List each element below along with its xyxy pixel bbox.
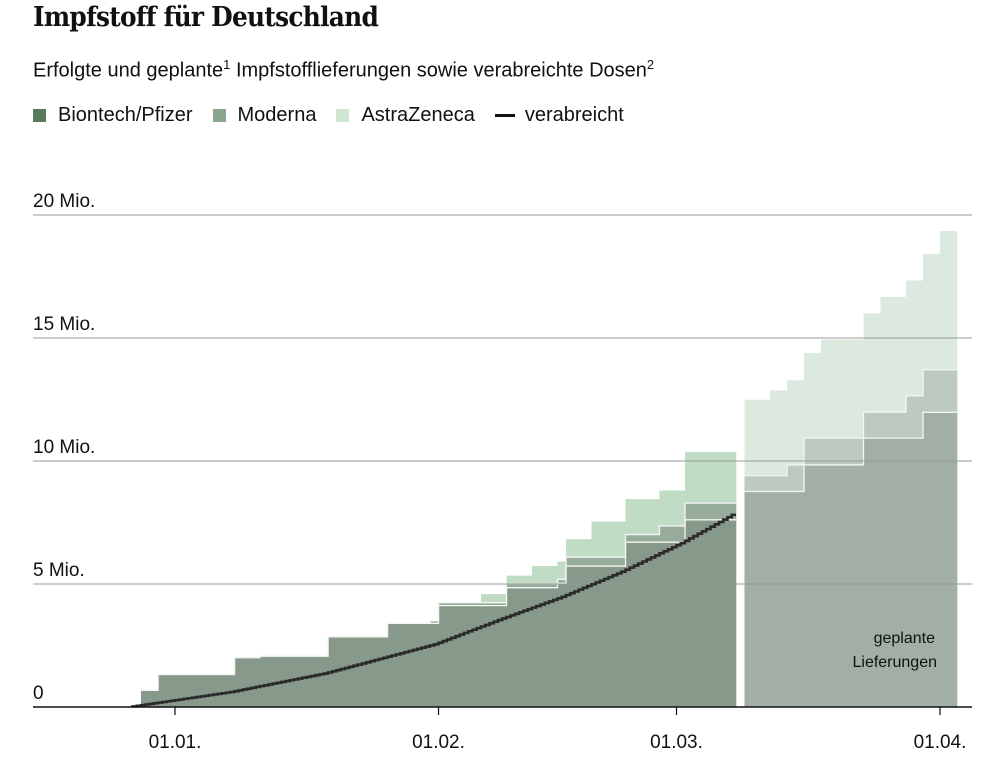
planned-biontech-step (770, 491, 788, 707)
delivered-biontech-step (506, 587, 533, 707)
planned-moderna-step (787, 464, 805, 492)
administered-line (131, 513, 736, 708)
gridlines: 0 5 Mio. 10 Mio. 15 Mio. 20 Mio. (33, 191, 972, 704)
delivered-moderna-step (566, 557, 592, 567)
subtitle-part-2: Impfstofflieferungen sowie verabreichte … (230, 59, 647, 82)
y-tick-label: 0 (33, 683, 44, 704)
planned-biontech-boundary (744, 411, 957, 493)
legend-swatch-astrazeneca (336, 109, 350, 122)
delivered-moderna-step (438, 602, 482, 606)
delivered-moderna-step (685, 503, 737, 520)
delivered-astrazeneca-step (532, 566, 558, 584)
delivered-astrazeneca-step (481, 594, 507, 603)
delivered-biontech-step (430, 623, 439, 707)
planned-moderna-step (744, 475, 771, 492)
delivered-biontech-step (659, 542, 686, 707)
x-tick-label: 01.03. (650, 732, 703, 753)
planned-astrazeneca-step (923, 253, 941, 370)
planned-biontech-step (880, 438, 907, 707)
footnote-1: 1 (223, 57, 231, 72)
planned-astrazeneca-step (804, 353, 822, 439)
legend-line-administered (494, 114, 515, 117)
legend-item-moderna: Moderna (212, 104, 317, 127)
legend-item-administered: verabreicht (494, 104, 624, 127)
delivered-astrazeneca-step (566, 539, 592, 558)
planned-astrazeneca-step (821, 339, 864, 439)
delivered-biontech-step (625, 542, 660, 707)
delivered-moderna-boundary (141, 502, 736, 691)
chart-subtitle: Erfolgte und geplante1 Impfstofflieferun… (33, 57, 654, 83)
delivered-moderna-step (659, 525, 686, 543)
x-tick-label: 01.01. (149, 732, 202, 753)
x-tick-label: 01.04. (914, 732, 967, 753)
planned-astrazeneca-step (787, 380, 805, 465)
planned-biontech-step (787, 491, 805, 707)
legend-label: AstraZeneca (361, 104, 475, 126)
delivered-biontech-step (438, 605, 482, 707)
delivered-moderna-step (591, 557, 626, 567)
subtitle-part-1: Erfolgte und geplante (33, 59, 224, 82)
delivered-moderna-step (430, 620, 439, 624)
x-tick-label: 01.02. (412, 732, 465, 753)
stacked-areas (141, 230, 958, 707)
planned-moderna-step (821, 438, 864, 465)
legend-item-biontech: Biontech/Pfizer (33, 104, 193, 127)
delivered-biontech-step (685, 519, 737, 707)
planned-moderna-step (804, 438, 822, 465)
legend-item-astrazeneca: AstraZeneca (336, 104, 475, 127)
planned-moderna-boundary (744, 369, 957, 477)
planned-biontech-step (744, 491, 771, 707)
delivered-moderna-step (625, 534, 660, 543)
legend-swatch-moderna (212, 109, 226, 122)
delivered-moderna-step (532, 584, 558, 588)
delivered-astrazeneca-step (591, 521, 626, 558)
delivered-moderna-step (557, 579, 567, 584)
planned-biontech-step (923, 412, 941, 707)
delivered-astrazeneca-step (659, 490, 686, 526)
planned-moderna-step (770, 475, 788, 492)
delivered-astrazeneca-step (625, 499, 660, 535)
planned-astrazeneca-step (880, 296, 907, 413)
legend: Biontech/Pfizer Moderna AstraZeneca vera… (33, 104, 644, 127)
planned-moderna-step (863, 412, 881, 439)
footnote-2: 2 (646, 57, 655, 72)
planned-label-line2: Lieferungen (852, 654, 937, 671)
chart-title: Impfstoff für Deutschland (33, 2, 379, 33)
delivered-moderna-step (506, 584, 533, 588)
delivered-biontech-step (387, 623, 431, 707)
planned-biontech-step (821, 464, 864, 707)
planned-astrazeneca-step (863, 313, 881, 413)
delivered-biontech-step (328, 636, 388, 707)
planned-astrazeneca-step (744, 399, 771, 476)
planned-astrazeneca-step (770, 390, 788, 476)
planned-moderna-step (923, 369, 941, 413)
axes: 01.01. 01.02. 01.03. 01.04. (33, 706, 972, 753)
planned-moderna-step (940, 369, 958, 413)
delivered-biontech-step (234, 657, 261, 707)
legend-label: Biontech/Pfizer (58, 104, 193, 126)
y-tick-label: 10 Mio. (33, 437, 95, 458)
legend-label: Moderna (237, 104, 317, 126)
planned-label-line1: geplante (874, 630, 935, 647)
delivered-biontech-step (557, 583, 567, 707)
delivered-astrazeneca-step (506, 575, 533, 584)
y-tick-label: 20 Mio. (33, 191, 95, 212)
y-tick-label: 15 Mio. (33, 314, 95, 335)
planned-moderna-step (880, 412, 907, 439)
planned-moderna-step (906, 395, 924, 439)
planned-biontech-step (906, 438, 924, 707)
planned-biontech-step (940, 412, 958, 707)
delivered-astrazeneca-step (557, 561, 567, 580)
planned-astrazeneca-step (940, 230, 958, 370)
delivered-moderna-step (481, 602, 507, 606)
y-tick-label: 5 Mio. (33, 560, 85, 581)
legend-label: verabreicht (524, 104, 624, 126)
administered-series (131, 513, 736, 708)
delivered-biontech-step (591, 566, 626, 707)
delivered-astrazeneca-step (685, 451, 737, 504)
legend-swatch-biontech (33, 109, 46, 122)
planned-biontech-step (804, 464, 822, 707)
planned-biontech-step (863, 438, 881, 707)
